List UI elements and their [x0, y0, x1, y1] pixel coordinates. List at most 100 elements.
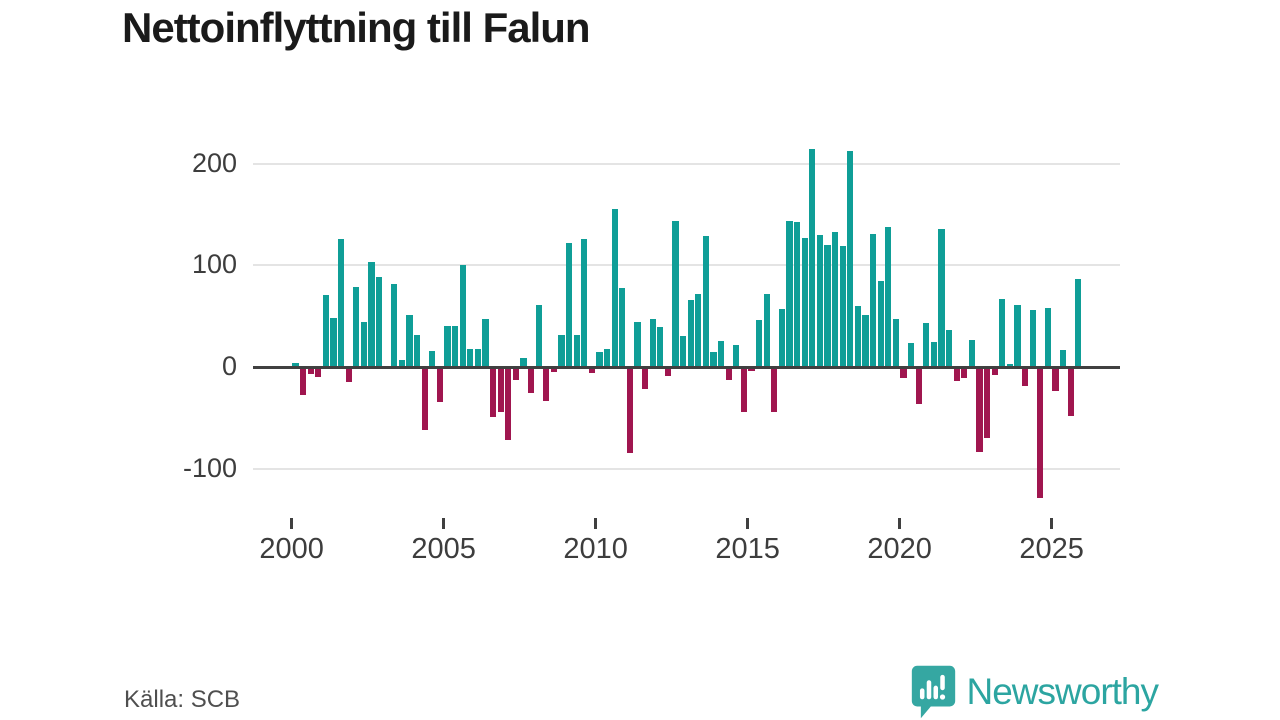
bar: [535, 305, 542, 367]
bar: [794, 221, 801, 367]
bar: [406, 315, 413, 367]
bar: [756, 320, 763, 367]
bar: [801, 237, 808, 367]
bar: [778, 309, 785, 367]
bar: [452, 326, 459, 367]
bar: [421, 367, 428, 431]
bar: [680, 335, 687, 367]
bar: [953, 367, 960, 382]
gridline: [253, 467, 1120, 470]
bar: [854, 306, 861, 367]
bar: [984, 367, 991, 439]
bar: [892, 319, 899, 367]
bar: [1044, 308, 1051, 367]
bar: [839, 246, 846, 367]
newsworthy-wordmark: Newsworthy: [966, 671, 1159, 712]
bar: [930, 341, 937, 367]
bar: [1067, 367, 1074, 416]
bar: [748, 367, 755, 372]
bar: [566, 242, 573, 367]
bar: [512, 367, 519, 381]
bar: [558, 334, 565, 367]
bar: [1052, 367, 1059, 392]
bar: [315, 367, 322, 378]
bar: [611, 209, 618, 367]
gridline: [253, 162, 1120, 165]
bar: [991, 367, 998, 376]
x-axis-zero-line: [253, 365, 1120, 369]
bar: [968, 339, 975, 367]
bar: [338, 238, 345, 367]
newsworthy-logo: Newsworthy: [910, 664, 1159, 720]
bar: [300, 367, 307, 395]
x-axis-tick: [1050, 518, 1054, 529]
bar: [824, 245, 831, 367]
bar: [467, 348, 474, 367]
bar: [322, 294, 329, 367]
bar: [520, 357, 527, 367]
bar: [786, 220, 793, 367]
bar: [1037, 367, 1044, 499]
bar: [771, 367, 778, 412]
x-axis-tick-label: 2025: [1019, 533, 1084, 565]
bar: [543, 367, 550, 401]
bar: [702, 235, 709, 367]
x-axis-tick-label: 2020: [867, 533, 932, 565]
bar: [550, 367, 557, 373]
y-axis-tick-label: 200: [191, 147, 237, 178]
y-axis-tick-label: 100: [191, 249, 237, 280]
bar: [474, 348, 481, 367]
bar: [626, 367, 633, 454]
bar: [733, 344, 740, 367]
x-axis-tick: [442, 518, 446, 529]
bar: [596, 351, 603, 367]
bar: [588, 367, 595, 374]
bar: [999, 298, 1006, 367]
bar: [1060, 349, 1067, 367]
bar: [740, 367, 747, 412]
y-axis-tick-label: 0: [221, 351, 237, 381]
x-axis-tick: [594, 518, 598, 529]
bar: [619, 287, 626, 367]
bar: [490, 367, 497, 417]
bar: [687, 299, 694, 367]
bar: [710, 351, 717, 367]
bar: [816, 234, 823, 367]
bar: [961, 367, 968, 379]
bar: [345, 367, 352, 383]
bar: [923, 323, 930, 367]
x-axis-tick: [746, 518, 750, 529]
bar: [870, 233, 877, 367]
bar: [634, 322, 641, 367]
bar: [938, 228, 945, 367]
bar: [695, 293, 702, 367]
bar: [391, 283, 398, 367]
chart-title: Nettoinflyttning till Falun: [122, 4, 591, 51]
bar: [414, 334, 421, 367]
x-axis-tick-label: 2010: [563, 533, 628, 565]
bar: [398, 359, 405, 367]
bar: [360, 322, 367, 367]
bar: [505, 367, 512, 441]
bar: [718, 340, 725, 367]
bar: [847, 151, 854, 367]
bar: [376, 276, 383, 367]
x-axis-tick-label: 2000: [259, 533, 324, 565]
y-axis-tick-label: -100: [182, 452, 237, 483]
source-caption: Källa: SCB: [124, 686, 241, 713]
bar: [657, 327, 664, 367]
bar: [1075, 278, 1082, 367]
bar: [664, 367, 671, 377]
bar: [1029, 310, 1036, 367]
bar: [573, 334, 580, 367]
bar: [330, 318, 337, 367]
bar: [862, 315, 869, 367]
bar: [307, 367, 314, 375]
bar: [809, 149, 816, 367]
bar: [581, 238, 588, 367]
bar: [946, 330, 953, 367]
bar: [604, 348, 611, 367]
bar: [877, 280, 884, 367]
bar: [649, 319, 656, 367]
